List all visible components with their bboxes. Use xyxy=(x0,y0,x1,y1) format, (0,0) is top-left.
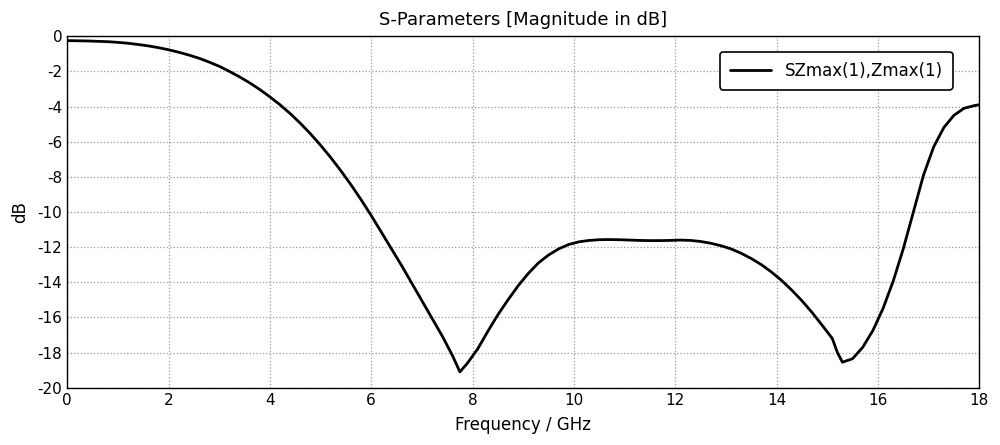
SZmax(1),Zmax(1) xyxy=(973,102,985,107)
SZmax(1),Zmax(1) xyxy=(806,310,818,315)
Y-axis label: dB: dB xyxy=(11,201,29,223)
Legend: SZmax(1),Zmax(1): SZmax(1),Zmax(1) xyxy=(720,52,953,89)
SZmax(1),Zmax(1) xyxy=(61,38,73,43)
SZmax(1),Zmax(1) xyxy=(715,243,727,248)
Line: SZmax(1),Zmax(1): SZmax(1),Zmax(1) xyxy=(67,40,979,372)
Title: S-Parameters [Magnitude in dB]: S-Parameters [Magnitude in dB] xyxy=(379,11,667,29)
SZmax(1),Zmax(1) xyxy=(454,369,466,375)
SZmax(1),Zmax(1) xyxy=(532,260,544,266)
SZmax(1),Zmax(1) xyxy=(183,53,195,58)
SZmax(1),Zmax(1) xyxy=(213,64,225,69)
SZmax(1),Zmax(1) xyxy=(254,87,266,92)
X-axis label: Frequency / GHz: Frequency / GHz xyxy=(455,416,591,434)
